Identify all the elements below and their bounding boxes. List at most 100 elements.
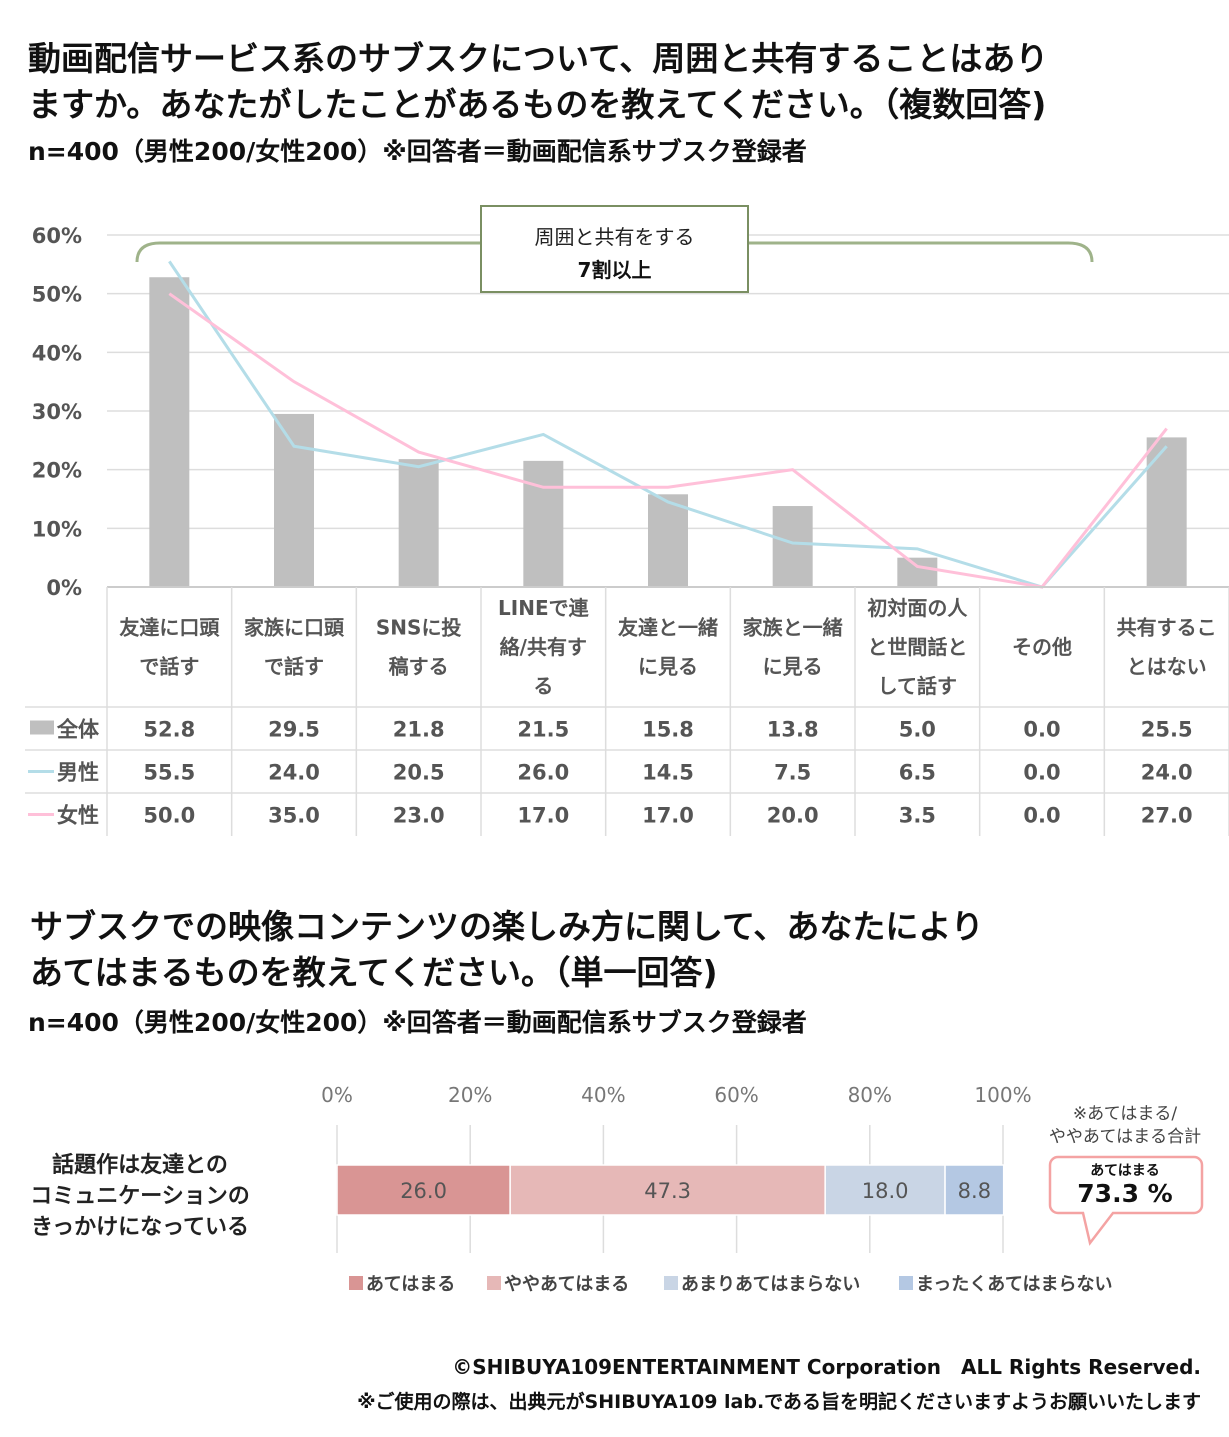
data-value: 0.0 bbox=[1023, 718, 1060, 742]
legend-key-全体 bbox=[30, 720, 54, 735]
x-tick-label: 80% bbox=[848, 1083, 892, 1107]
data-value: 5.0 bbox=[899, 718, 936, 742]
row-label: きっかけになっている bbox=[31, 1215, 249, 1240]
category-label: に見る bbox=[638, 655, 698, 679]
y-tick-label: 50% bbox=[32, 283, 82, 307]
data-value: 26.0 bbox=[517, 761, 569, 785]
category-label: その他 bbox=[1012, 635, 1072, 659]
data-value: 50.0 bbox=[143, 804, 195, 828]
legend-key bbox=[899, 1276, 913, 1290]
x-tick-label: 20% bbox=[448, 1083, 492, 1107]
category-label: 稿する bbox=[389, 655, 449, 679]
callout-box: 周囲と共有をする 7割以上 bbox=[480, 205, 749, 293]
data-value: 20.0 bbox=[767, 804, 819, 828]
category-label: 友達と一緒 bbox=[618, 616, 718, 640]
category-label: 友達に口頭 bbox=[119, 616, 220, 640]
chart-2: 0% 20% 40% 60% 80% 100% 話題作は友達とのコミュニケーションのきっかけ… bbox=[30, 1083, 1113, 1295]
category-label: SNSに投 bbox=[376, 616, 462, 640]
bar bbox=[897, 557, 938, 587]
segment-label: 47.3 bbox=[644, 1179, 691, 1203]
callout-line2: 7割以上 bbox=[577, 258, 652, 282]
x-tick-label: 100% bbox=[974, 1083, 1031, 1107]
x-tick-label: 60% bbox=[714, 1083, 758, 1107]
bar-segment bbox=[824, 1164, 946, 1216]
data-value: 0.0 bbox=[1023, 804, 1060, 828]
y-tick-label: 20% bbox=[32, 459, 82, 483]
data-value: 13.8 bbox=[767, 718, 819, 742]
data-value: 29.5 bbox=[268, 718, 320, 742]
legend-label: まったくあてはまらない bbox=[916, 1274, 1113, 1295]
data-value: 52.8 bbox=[143, 718, 195, 742]
category-label: で話す bbox=[264, 655, 324, 679]
bar bbox=[772, 506, 813, 587]
category-label: 共有するこ bbox=[1117, 616, 1217, 640]
category-label: 家族と一緒 bbox=[743, 616, 843, 640]
bar bbox=[648, 494, 688, 587]
category-label: と世間話と bbox=[867, 635, 967, 659]
legend-key bbox=[349, 1276, 363, 1290]
segment-label: 26.0 bbox=[400, 1179, 447, 1203]
bubble-note: ※あてはまる/ ややあてはまる合計 bbox=[1048, 1104, 1202, 1147]
bar bbox=[523, 460, 564, 587]
data-value: 17.0 bbox=[517, 804, 569, 828]
row-label: コミュニケーションの bbox=[30, 1184, 250, 1209]
segment-label: 18.0 bbox=[862, 1179, 909, 1203]
data-value: 3.5 bbox=[899, 804, 936, 828]
data-value: 6.5 bbox=[899, 761, 936, 785]
category-label: LINEで連 bbox=[498, 596, 590, 620]
line-男性 bbox=[168, 260, 1168, 589]
data-value: 27.0 bbox=[1141, 804, 1193, 828]
data-value: 21.8 bbox=[393, 718, 445, 742]
bar-segment bbox=[509, 1164, 826, 1216]
x-tick-label: 40% bbox=[581, 1083, 625, 1107]
category-label: る bbox=[533, 674, 553, 698]
data-value: 20.5 bbox=[393, 761, 445, 785]
bar bbox=[274, 413, 314, 587]
data-value: 35.0 bbox=[268, 804, 320, 828]
data-value: 24.0 bbox=[1141, 761, 1193, 785]
data-value: 15.8 bbox=[642, 718, 694, 742]
bubble-value: 73.3 % bbox=[1077, 1179, 1173, 1208]
bar bbox=[149, 277, 190, 587]
segment-label: 8.8 bbox=[958, 1179, 991, 1203]
bubble-content: あてはまる 73.3 % bbox=[1050, 1160, 1200, 1208]
data-value: 17.0 bbox=[642, 804, 694, 828]
category-label: で話す bbox=[139, 655, 199, 679]
legend-label: ややあてはまる bbox=[504, 1274, 629, 1295]
y-tick-label: 10% bbox=[32, 517, 82, 541]
bar bbox=[398, 459, 439, 587]
data-value: 23.0 bbox=[393, 804, 445, 828]
q2-title: サブスクでの映像コンテンツの楽しみ方に関して、あなたにより あてはまるものを教え… bbox=[30, 907, 984, 992]
legend-label: あまりあてはまらない bbox=[681, 1274, 860, 1295]
data-value: 24.0 bbox=[268, 761, 320, 785]
category-label: とはない bbox=[1127, 655, 1207, 679]
category-label: 家族に口頭 bbox=[244, 616, 345, 640]
legend-key bbox=[664, 1276, 678, 1290]
line-女性 bbox=[168, 292, 1168, 589]
q1-title: 動画配信サービス系のサブスクについて、周囲と共有することはあり ますか。あなたが… bbox=[28, 39, 1049, 124]
legend-label: あてはまる bbox=[366, 1274, 455, 1295]
q1-subtitle: n=400（男性200/女性200）※回答者＝動画配信系サブスク登録者 bbox=[28, 137, 807, 166]
legend-label: 全体 bbox=[56, 718, 100, 742]
usage-note: ※ご使用の際は、出典元がSHIBUYA109 lab.である旨を明記くださいます… bbox=[357, 1391, 1201, 1413]
data-value: 14.5 bbox=[642, 761, 694, 785]
data-value: 55.5 bbox=[143, 761, 195, 785]
y-tick-label: 40% bbox=[32, 341, 82, 365]
callout-line1: 周囲と共有をする bbox=[534, 225, 695, 249]
data-value: 21.5 bbox=[517, 718, 569, 742]
category-label: して話す bbox=[878, 674, 957, 698]
category-label: 絡/共有す bbox=[500, 635, 587, 659]
legend-label: 男性 bbox=[57, 761, 99, 785]
y-tick-label: 60% bbox=[32, 224, 82, 248]
copyright: ©SHIBUYA109ENTERTAINMENT Corporation ALL… bbox=[452, 1355, 1201, 1379]
speech-bubble bbox=[1048, 1155, 1204, 1246]
bubble-label: あてはまる bbox=[1090, 1163, 1160, 1179]
legend-label: 女性 bbox=[57, 804, 99, 828]
data-value: 25.5 bbox=[1141, 718, 1193, 742]
y-tick-label: 30% bbox=[32, 400, 82, 424]
category-label: 初対面の人 bbox=[867, 596, 968, 620]
x-tick-label: 0% bbox=[321, 1083, 353, 1107]
category-label: に見る bbox=[763, 655, 823, 679]
bar-segment bbox=[944, 1164, 1005, 1216]
